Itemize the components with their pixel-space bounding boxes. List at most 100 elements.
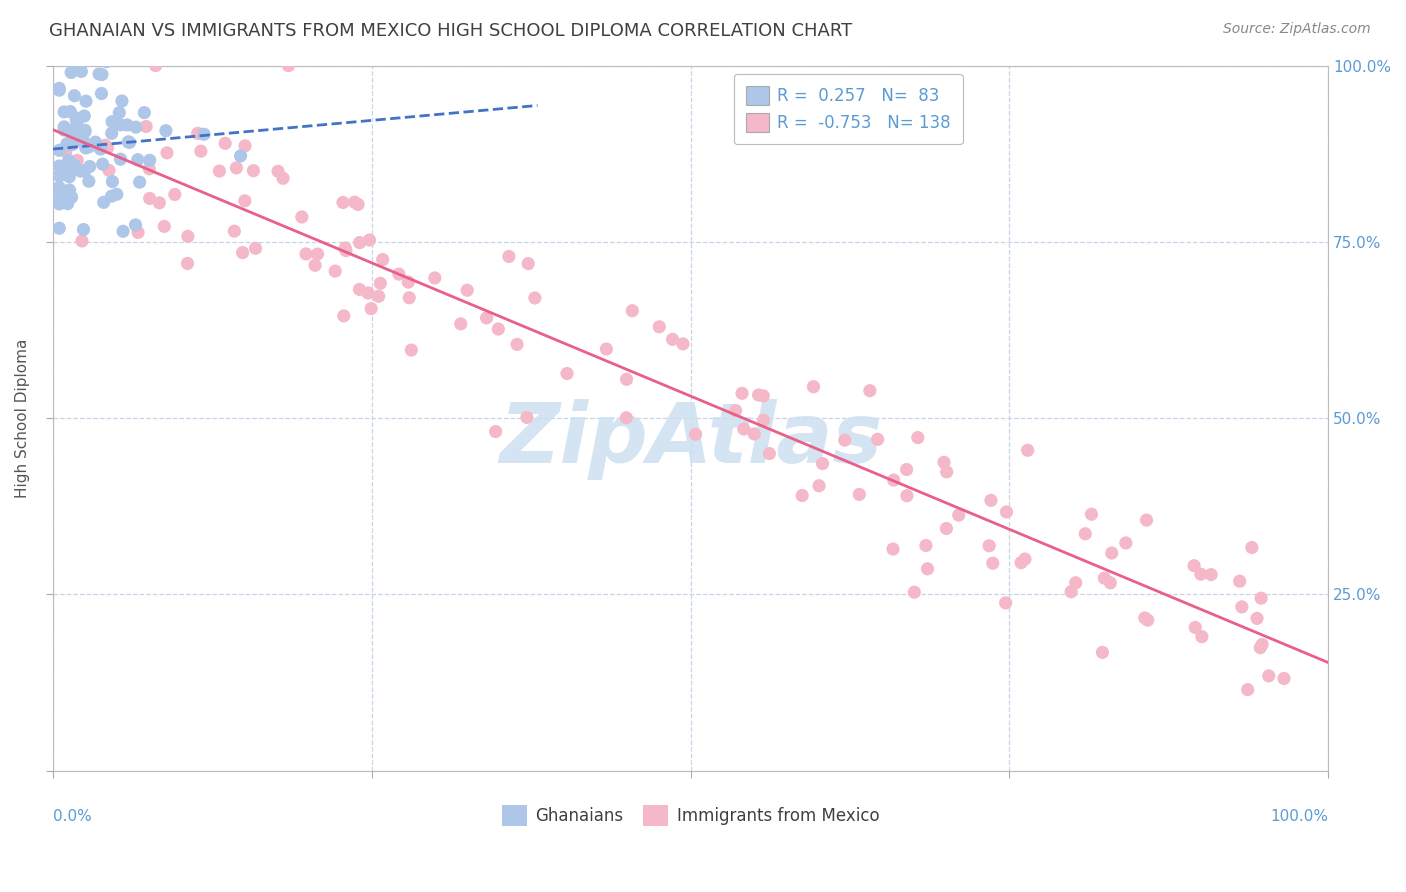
Point: [66, 125, 89, 139]
Text: 100.0%: 100.0%: [1270, 809, 1329, 824]
Point: [661, 332, 683, 346]
Point: [1136, 613, 1159, 627]
Point: [724, 403, 747, 417]
Point: [124, 218, 146, 232]
Point: [127, 226, 149, 240]
Point: [335, 241, 357, 255]
Point: [1010, 556, 1032, 570]
Point: [401, 343, 423, 357]
Point: [66, 153, 89, 168]
Point: [758, 446, 780, 460]
Point: [808, 479, 831, 493]
Point: [1250, 591, 1272, 606]
Point: [1251, 638, 1274, 652]
Point: [138, 161, 160, 176]
Point: [370, 277, 392, 291]
Point: [742, 426, 765, 441]
Point: [48, 191, 70, 205]
Point: [128, 175, 150, 189]
Point: [903, 585, 925, 599]
Point: [110, 152, 132, 166]
Point: [225, 161, 247, 175]
Point: [73, 123, 96, 137]
Text: Source: ZipAtlas.com: Source: ZipAtlas.com: [1223, 22, 1371, 37]
Point: [935, 521, 957, 535]
Point: [1017, 443, 1039, 458]
Point: [233, 139, 256, 153]
Point: [1272, 672, 1295, 686]
Point: [177, 229, 200, 244]
Point: [134, 105, 156, 120]
Point: [56, 136, 79, 151]
Point: [58, 153, 80, 168]
Point: [60, 131, 83, 145]
Point: [63, 88, 86, 103]
Point: [118, 136, 141, 150]
Point: [135, 120, 157, 134]
Point: [1257, 669, 1279, 683]
Point: [103, 52, 125, 66]
Point: [506, 337, 529, 351]
Point: [110, 118, 132, 132]
Point: [748, 388, 770, 402]
Point: [834, 434, 856, 448]
Point: [67, 130, 90, 145]
Point: [948, 508, 970, 522]
Point: [733, 422, 755, 436]
Point: [360, 301, 382, 316]
Point: [208, 164, 231, 178]
Point: [70, 64, 93, 78]
Point: [101, 114, 124, 128]
Point: [896, 489, 918, 503]
Point: [371, 252, 394, 267]
Point: [145, 59, 167, 73]
Point: [277, 59, 299, 73]
Point: [752, 389, 775, 403]
Point: [93, 195, 115, 210]
Point: [859, 384, 882, 398]
Point: [56, 196, 79, 211]
Point: [498, 250, 520, 264]
Point: [484, 425, 506, 439]
Point: [811, 457, 834, 471]
Point: [100, 189, 122, 203]
Point: [343, 195, 366, 210]
Point: [72, 222, 94, 236]
Point: [883, 473, 905, 487]
Point: [935, 465, 957, 479]
Point: [1182, 558, 1205, 573]
Point: [53, 120, 76, 134]
Point: [1199, 567, 1222, 582]
Point: [1092, 571, 1115, 585]
Point: [62, 158, 84, 172]
Point: [388, 267, 411, 281]
Point: [752, 413, 775, 427]
Y-axis label: High School Diploma: High School Diploma: [15, 338, 30, 498]
Point: [224, 224, 246, 238]
Point: [65, 121, 87, 136]
Point: [105, 187, 128, 202]
Point: [1191, 630, 1213, 644]
Point: [995, 505, 1018, 519]
Point: [232, 245, 254, 260]
Point: [523, 291, 546, 305]
Point: [896, 462, 918, 476]
Point: [685, 427, 707, 442]
Point: [792, 489, 814, 503]
Point: [332, 309, 354, 323]
Point: [70, 234, 93, 248]
Point: [96, 54, 118, 69]
Point: [117, 135, 139, 149]
Point: [347, 197, 370, 211]
Point: [475, 310, 498, 325]
Point: [516, 410, 538, 425]
Point: [84, 52, 107, 66]
Point: [48, 81, 70, 95]
Point: [111, 94, 134, 108]
Text: 0.0%: 0.0%: [53, 809, 91, 824]
Point: [90, 142, 112, 156]
Point: [614, 410, 637, 425]
Point: [115, 118, 138, 132]
Point: [398, 291, 420, 305]
Point: [1099, 575, 1122, 590]
